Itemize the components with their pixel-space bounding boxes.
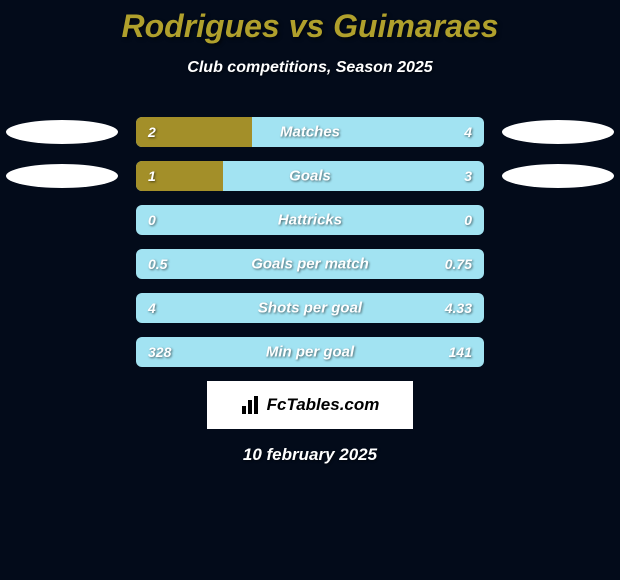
- stat-value-right: 4.33: [445, 300, 472, 316]
- stat-value-left: 328: [148, 344, 171, 360]
- stat-bar: 2 Matches 4: [136, 117, 484, 147]
- bar-chart-icon: [241, 396, 261, 414]
- stat-value-left: 0.5: [148, 256, 167, 272]
- stat-label: Hattricks: [278, 212, 342, 229]
- page-subtitle: Club competitions, Season 2025: [0, 59, 620, 77]
- stat-label: Goals per match: [251, 256, 369, 273]
- stat-row: 0.5 Goals per match 0.75: [0, 249, 620, 279]
- brand-text: FcTables.com: [267, 395, 380, 415]
- player-left-ellipse: [6, 120, 118, 144]
- player-right-ellipse: [502, 164, 614, 188]
- ellipse-spacer: [502, 208, 614, 232]
- stat-bar: 0 Hattricks 0: [136, 205, 484, 235]
- stat-value-right: 141: [449, 344, 472, 360]
- stat-bar: 4 Shots per goal 4.33: [136, 293, 484, 323]
- stat-label: Shots per goal: [258, 300, 362, 317]
- stat-value-right: 3: [464, 168, 472, 184]
- ellipse-spacer: [6, 340, 118, 364]
- ellipse-spacer: [502, 296, 614, 320]
- ellipse-spacer: [502, 340, 614, 364]
- stat-value-left: 2: [148, 124, 156, 140]
- ellipse-spacer: [502, 252, 614, 276]
- stat-bar: 1 Goals 3: [136, 161, 484, 191]
- brand-badge: FcTables.com: [207, 381, 413, 429]
- stat-row: 0 Hattricks 0: [0, 205, 620, 235]
- stat-row: 328 Min per goal 141: [0, 337, 620, 367]
- stat-label: Min per goal: [266, 344, 354, 361]
- stat-row: 2 Matches 4: [0, 117, 620, 147]
- stat-value-left: 0: [148, 212, 156, 228]
- ellipse-spacer: [6, 252, 118, 276]
- stat-row: 4 Shots per goal 4.33: [0, 293, 620, 323]
- stat-value-right: 0.75: [445, 256, 472, 272]
- stat-value-left: 4: [148, 300, 156, 316]
- stat-bar: 328 Min per goal 141: [136, 337, 484, 367]
- player-left-ellipse: [6, 164, 118, 188]
- stat-row: 1 Goals 3: [0, 161, 620, 191]
- ellipse-spacer: [6, 208, 118, 232]
- stats-list: 2 Matches 4 1 Goals 3 0 Hattricks 0 0.5 Goals per …: [0, 117, 620, 367]
- player-right-ellipse: [502, 120, 614, 144]
- infographic-container: Rodrigues vs Guimaraes Club competitions…: [0, 0, 620, 580]
- date-text: 10 february 2025: [0, 445, 620, 465]
- ellipse-spacer: [6, 296, 118, 320]
- stat-value-right: 0: [464, 212, 472, 228]
- page-title: Rodrigues vs Guimaraes: [0, 8, 620, 45]
- stat-value-left: 1: [148, 168, 156, 184]
- stat-bar: 0.5 Goals per match 0.75: [136, 249, 484, 279]
- stat-value-right: 4: [464, 124, 472, 140]
- stat-label: Goals: [289, 168, 331, 185]
- stat-label: Matches: [280, 124, 340, 141]
